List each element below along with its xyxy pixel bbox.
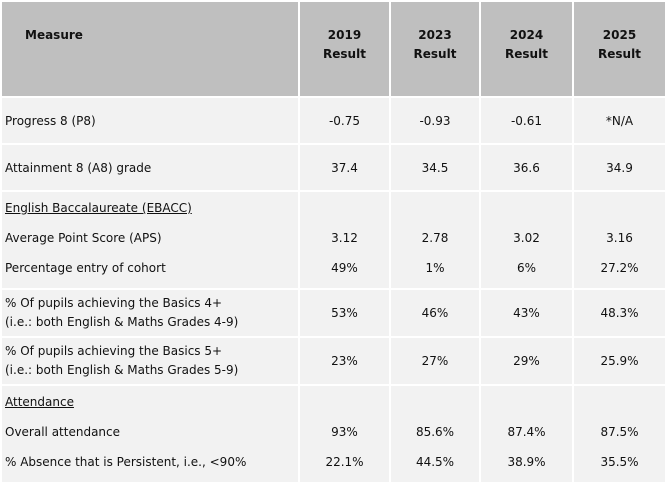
header-2019: 2019 Result <box>298 0 391 98</box>
measure-label-line2: (i.e.: both English & Maths Grades 4-9) <box>5 315 239 329</box>
measure-label-line1: % Of pupils achieving the Basics 4+ <box>5 296 223 310</box>
measure-label-line2: (i.e.: both English & Maths Grades 5-9) <box>5 363 239 377</box>
measure-cell: % Of pupils achieving the Basics 5+ (i.e… <box>0 336 300 386</box>
value: 48.3% <box>600 306 639 320</box>
overall-attendance-value: 93% <box>331 425 358 439</box>
value-cell-2023: 34.5 <box>389 143 481 192</box>
value: -0.61 <box>510 113 543 128</box>
value-cell-2024: 43% <box>479 288 574 338</box>
header-2024: 2024 Result <box>479 0 574 98</box>
aps-value: 3.02 <box>513 231 540 245</box>
value: 34.9 <box>606 160 633 175</box>
value-cell-2024: 36.6 <box>479 143 574 192</box>
header-year: 2024 <box>509 28 544 42</box>
overall-attendance-value: 87.5% <box>600 425 639 439</box>
overall-attendance-label: Overall attendance <box>5 425 121 439</box>
aps-value: 2.78 <box>421 231 449 245</box>
measure-label: Progress 8 (P8) <box>5 113 96 128</box>
value-cell-2019: 93% 22.1% <box>298 384 391 484</box>
value-cell-2025: 3.16 27.2% <box>572 190 665 290</box>
entry-value: 1% <box>425 261 445 275</box>
measure-cell: % Of pupils achieving the Basics 4+ (i.e… <box>0 288 300 338</box>
table-row-basics5: % Of pupils achieving the Basics 5+ (i.e… <box>0 336 665 386</box>
persistent-absence-value: 22.1% <box>325 455 364 469</box>
value-cell-2025: 34.9 <box>572 143 665 192</box>
overall-attendance-value: 87.4% <box>507 425 546 439</box>
table-row-attainment8: Attainment 8 (A8) grade 37.4 34.5 36.6 3… <box>0 143 665 192</box>
value-cell-2024: 3.02 6% <box>479 190 574 290</box>
aps-value: 3.16 <box>606 231 633 245</box>
value-cell-2019: 53% <box>298 288 391 338</box>
persistent-absence-label: % Absence that is Persistent, i.e., <90% <box>5 455 247 469</box>
value-cell-2025: 87.5% 35.5% <box>572 384 665 484</box>
value: 36.6 <box>513 160 540 175</box>
value-cell-2019: -0.75 <box>298 96 391 145</box>
header-result-label: Result <box>505 47 548 61</box>
value-cell-2023: -0.93 <box>389 96 481 145</box>
header-year: 2019 <box>327 28 362 42</box>
overall-attendance-value: 85.6% <box>415 425 455 439</box>
value: -0.93 <box>419 113 451 128</box>
value: *N/A <box>605 113 634 128</box>
value: 43% <box>513 306 540 320</box>
entry-value: 27.2% <box>600 261 639 275</box>
value: 29% <box>513 354 540 368</box>
entry-value: 6% <box>516 261 537 275</box>
attendance-heading: Attendance <box>5 395 74 409</box>
table-row-ebacc: English Baccalaureate (EBACC) Average Po… <box>0 190 665 290</box>
value: 34.5 <box>421 160 449 175</box>
table-row-basics4: % Of pupils achieving the Basics 4+ (i.e… <box>0 288 665 338</box>
value: 25.9% <box>600 354 639 368</box>
value-cell-2023: 27% <box>389 336 481 386</box>
entry-label: Percentage entry of cohort <box>5 261 166 275</box>
header-year: 2025 <box>602 28 637 42</box>
persistent-absence-value: 35.5% <box>600 455 639 469</box>
measure-cell: Attainment 8 (A8) grade <box>0 143 300 192</box>
value-cell-2024: -0.61 <box>479 96 574 145</box>
measure-label-line1: % Of pupils achieving the Basics 5+ <box>5 344 223 358</box>
header-row: Measure 2019 Result 2023 Result 2024 Res… <box>0 0 665 98</box>
value: 46% <box>421 306 449 320</box>
value-cell-2025: 48.3% <box>572 288 665 338</box>
header-measure-label: Measure <box>25 28 83 42</box>
measure-label: Attainment 8 (A8) grade <box>5 160 152 175</box>
measure-cell: English Baccalaureate (EBACC) Average Po… <box>0 190 300 290</box>
value-cell-2024: 29% <box>479 336 574 386</box>
header-result-label: Result <box>413 47 457 61</box>
value-cell-2025: 25.9% <box>572 336 665 386</box>
persistent-absence-value: 38.9% <box>507 455 546 469</box>
value: 37.4 <box>331 160 358 175</box>
value-cell-2025: *N/A <box>572 96 665 145</box>
entry-value: 49% <box>331 261 358 275</box>
header-result-label: Result <box>598 47 641 61</box>
value: 53% <box>331 306 358 320</box>
ebacc-heading: English Baccalaureate (EBACC) <box>5 201 192 215</box>
table-row-attendance: Attendance Overall attendance % Absence … <box>0 384 665 484</box>
value-cell-2019: 37.4 <box>298 143 391 192</box>
header-2023: 2023 Result <box>389 0 481 98</box>
header-measure: Measure <box>0 0 300 98</box>
value-cell-2019: 23% <box>298 336 391 386</box>
measure-cell: Attendance Overall attendance % Absence … <box>0 384 300 484</box>
value: 27% <box>421 354 449 368</box>
value-cell-2023: 85.6% 44.5% <box>389 384 481 484</box>
measure-cell: Progress 8 (P8) <box>0 96 300 145</box>
value-cell-2024: 87.4% 38.9% <box>479 384 574 484</box>
header-year: 2023 <box>418 28 452 42</box>
table-row-progress8: Progress 8 (P8) -0.75 -0.93 -0.61 *N/A <box>0 96 665 145</box>
aps-label: Average Point Score (APS) <box>5 231 162 245</box>
value-cell-2023: 2.78 1% <box>389 190 481 290</box>
header-2025: 2025 Result <box>572 0 665 98</box>
value-cell-2023: 46% <box>389 288 481 338</box>
value-cell-2019: 3.12 49% <box>298 190 391 290</box>
persistent-absence-value: 44.5% <box>415 455 455 469</box>
aps-value: 3.12 <box>331 231 358 245</box>
value: 23% <box>331 354 358 368</box>
header-result-label: Result <box>323 47 366 61</box>
value: -0.75 <box>328 113 361 128</box>
